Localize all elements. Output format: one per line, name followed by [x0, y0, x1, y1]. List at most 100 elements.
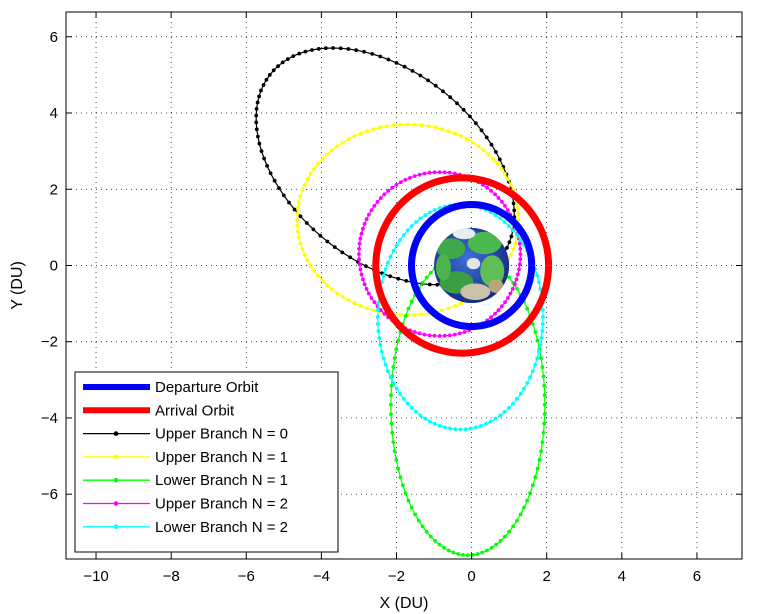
series-point	[311, 227, 316, 232]
series-point	[305, 258, 310, 263]
series-point	[453, 427, 457, 432]
series-point	[513, 241, 517, 246]
series-point	[433, 539, 437, 543]
series-point	[453, 304, 457, 308]
series-point	[539, 356, 543, 360]
series-point	[256, 134, 260, 139]
series-point	[484, 422, 488, 426]
series-point	[528, 491, 532, 495]
series-point	[403, 178, 408, 182]
series-line	[407, 200, 536, 331]
x-tick-label: 4	[618, 568, 626, 585]
series-point	[318, 233, 323, 238]
series-point	[541, 430, 546, 435]
series-point	[517, 267, 521, 272]
series-point	[441, 89, 445, 94]
series-point	[340, 294, 345, 299]
series-point	[371, 308, 376, 313]
y-tick-label: −6	[41, 486, 58, 503]
series-point	[295, 223, 300, 228]
series-point	[511, 228, 515, 233]
axes-box	[65, 11, 743, 560]
series-point	[346, 137, 351, 142]
series-point	[376, 329, 381, 333]
legend-entry: Upper Branch N = 1	[83, 449, 288, 466]
series-point	[262, 156, 266, 161]
x-axis-label: X (DU)	[380, 595, 429, 612]
series-point	[442, 170, 447, 175]
series-point	[528, 375, 532, 380]
series-point	[474, 121, 478, 126]
series-point	[378, 343, 383, 347]
series-point	[522, 505, 526, 510]
series-point	[437, 542, 442, 547]
series-point	[403, 314, 408, 318]
series-point	[388, 254, 393, 259]
series-point	[352, 301, 357, 306]
series-point	[516, 272, 520, 277]
series-point	[277, 186, 281, 191]
series-point	[394, 183, 399, 187]
series-point	[312, 166, 317, 171]
series-point	[512, 208, 517, 213]
legend-label: Departure Orbit	[155, 379, 259, 396]
series-point	[515, 286, 519, 291]
series-point	[420, 280, 425, 285]
legend-label: Upper Branch N = 1	[155, 449, 288, 466]
series-point	[409, 299, 414, 304]
series-point	[386, 369, 390, 373]
earth-landmass	[480, 255, 505, 287]
series-point	[507, 240, 512, 245]
series-point	[358, 236, 363, 241]
series-point	[533, 475, 538, 480]
series-point	[418, 73, 423, 78]
series-point	[446, 129, 451, 134]
series-point	[340, 250, 345, 255]
series-point	[367, 291, 371, 296]
series-point	[462, 330, 467, 334]
series-point	[428, 270, 433, 275]
series-point	[398, 392, 402, 396]
series-point	[427, 170, 432, 175]
series-point	[446, 548, 451, 553]
x-tick-label: 2	[543, 568, 551, 585]
series-point	[396, 338, 401, 343]
series-point	[312, 268, 317, 273]
series-point	[268, 171, 273, 176]
series-point	[461, 107, 466, 112]
series-point	[507, 406, 511, 410]
series-point	[486, 152, 491, 157]
series-point	[391, 249, 396, 253]
series-point	[346, 298, 351, 303]
series-point	[398, 475, 403, 480]
series-point	[512, 282, 517, 287]
series-point	[515, 518, 519, 523]
series-point	[540, 322, 545, 326]
y-tick-label: 4	[50, 105, 58, 122]
series-point	[300, 188, 305, 193]
series-departure-orbit	[407, 200, 536, 331]
series-point	[271, 68, 276, 73]
series-point	[515, 205, 520, 210]
earth-landmass	[460, 283, 491, 301]
series-point	[455, 101, 459, 106]
series-point	[394, 243, 399, 248]
legend-marker	[113, 477, 119, 483]
series-point	[493, 213, 498, 218]
series-point	[385, 124, 389, 128]
series-point	[423, 213, 428, 218]
x-tick-label: 6	[693, 568, 701, 585]
series-point	[417, 331, 422, 336]
series-point	[394, 386, 399, 391]
series-point	[422, 332, 427, 337]
y-tick-label: 0	[50, 257, 58, 274]
series-point	[514, 277, 519, 282]
legend-entry: Lower Branch N = 2	[83, 519, 288, 536]
series-point	[375, 315, 380, 319]
series-point	[511, 524, 515, 529]
series-point	[458, 427, 463, 432]
series-point	[507, 275, 511, 280]
series-point	[484, 135, 489, 140]
series-point	[364, 264, 368, 268]
series-point	[437, 424, 442, 428]
